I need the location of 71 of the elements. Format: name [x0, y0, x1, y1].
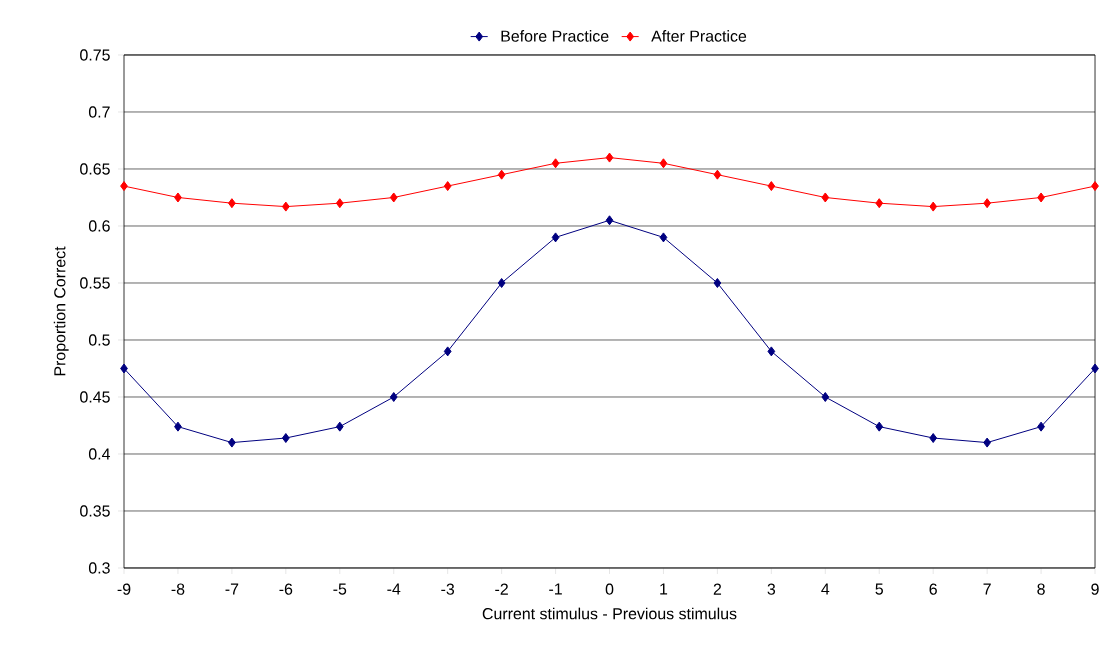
- x-tick-label: -6: [279, 583, 293, 595]
- x-tick-label: 2: [713, 583, 722, 595]
- y-tick-label: 0.65: [80, 163, 110, 175]
- x-tick-label: 4: [821, 583, 830, 595]
- y-tick-label: 0.4: [88, 448, 111, 460]
- y-tick-label: 0.7: [88, 106, 110, 118]
- point: [659, 232, 668, 243]
- point: [443, 346, 452, 357]
- y-tick-label: 0.6: [88, 220, 110, 232]
- point: [659, 158, 668, 169]
- legend-label: After Practice: [651, 30, 747, 42]
- point: [335, 421, 344, 432]
- point: [389, 192, 398, 203]
- point: [281, 201, 290, 212]
- point: [174, 192, 182, 203]
- x-tick-label: -1: [549, 583, 562, 595]
- point: [983, 198, 992, 209]
- point: [228, 437, 236, 448]
- x-tick-label: -7: [225, 583, 239, 595]
- point: [929, 433, 938, 444]
- point: [1037, 192, 1045, 203]
- point: [551, 158, 560, 169]
- y-tick-label: 0.55: [80, 277, 110, 289]
- point: [875, 198, 884, 209]
- y-tick-label: 0.45: [80, 391, 110, 403]
- point: [228, 198, 236, 209]
- point: [929, 201, 938, 212]
- x-tick-label: -8: [171, 583, 185, 595]
- x-axis-title: Current stimulus - Previous stimulus: [482, 607, 737, 620]
- point: [605, 215, 614, 226]
- point: [443, 181, 452, 192]
- x-tick-label: 1: [660, 583, 668, 595]
- point: [497, 277, 506, 288]
- point: [120, 181, 128, 192]
- point: [1037, 421, 1045, 432]
- y-tick-label: 0.75: [80, 49, 110, 61]
- x-tick-label: 0: [605, 583, 614, 595]
- x-tick-label: 6: [929, 583, 937, 595]
- x-tick-label: -3: [441, 583, 455, 595]
- point: [174, 421, 182, 432]
- point: [821, 391, 830, 402]
- x-tick-label: -5: [333, 583, 347, 595]
- point: [120, 363, 128, 374]
- point: [1091, 363, 1099, 374]
- x-tick-label: -4: [387, 583, 401, 595]
- point: [767, 181, 776, 192]
- x-tick-label: -9: [117, 583, 131, 595]
- y-tick-label: 0.5: [88, 334, 110, 346]
- point: [713, 277, 722, 288]
- x-tick-label: 3: [767, 583, 776, 595]
- x-tick-label: 9: [1091, 583, 1099, 595]
- y-axis-title: Proportion Correct: [53, 246, 69, 376]
- x-tick-label: -2: [495, 583, 508, 595]
- point: [497, 169, 506, 180]
- point: [821, 192, 830, 203]
- point: [713, 169, 722, 180]
- point: [335, 198, 344, 209]
- point: [551, 232, 560, 243]
- x-tick-label: 5: [875, 583, 883, 595]
- x-tick-label: 8: [1037, 583, 1045, 595]
- legend-label: Before Practice: [501, 30, 609, 42]
- y-tick-label: 0.3: [88, 562, 110, 574]
- point: [389, 391, 398, 402]
- point: [875, 421, 884, 432]
- x-tick-label: 7: [983, 583, 991, 595]
- point: [767, 346, 776, 357]
- point: [281, 433, 290, 444]
- point: [605, 152, 614, 163]
- point: [983, 437, 992, 448]
- point: [1091, 181, 1099, 192]
- y-tick-label: 0.35: [80, 505, 110, 517]
